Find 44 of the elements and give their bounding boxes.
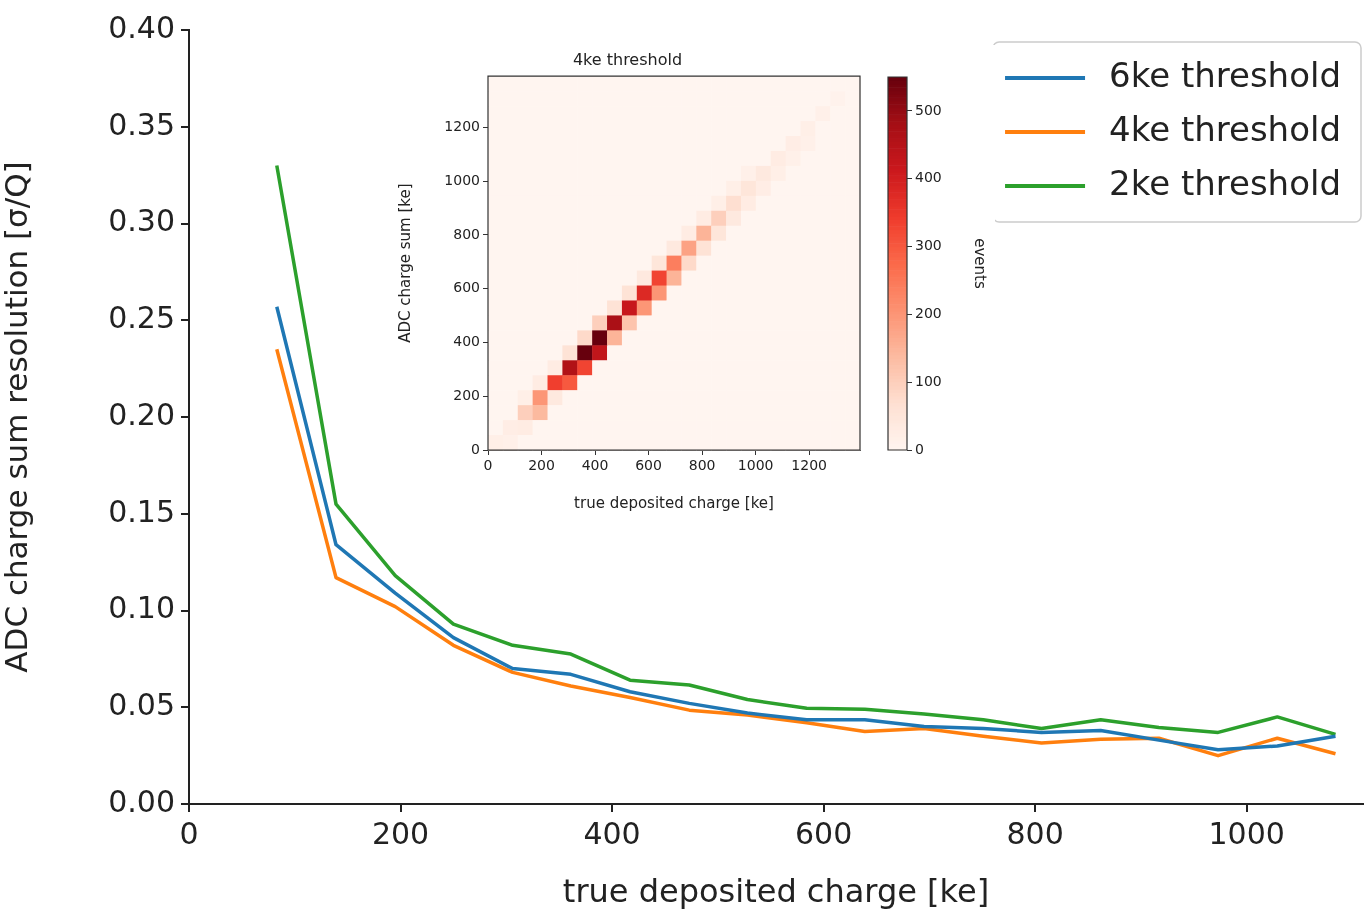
y-tick-label: 0.00 bbox=[108, 783, 175, 819]
x-tick-label: 400 bbox=[581, 457, 609, 474]
x-tick-label: 1200 bbox=[791, 457, 827, 474]
color-bar-label: 100 bbox=[915, 372, 942, 389]
x-axis-title: true deposited charge [ke] bbox=[574, 493, 774, 512]
x-tick-label: 800 bbox=[1006, 815, 1064, 851]
y-axis-title: ADC charge sum resolution [σ/Q] bbox=[0, 161, 34, 673]
x-tick-label: 800 bbox=[688, 457, 716, 474]
color-bar-label: 200 bbox=[915, 305, 942, 321]
y-tick-label: 0.20 bbox=[108, 396, 175, 432]
y-tick-label: 0.15 bbox=[108, 493, 175, 529]
color-bar-label: 300 bbox=[915, 237, 942, 254]
y-tick-label: 0.35 bbox=[108, 106, 175, 142]
x-tick-label: 600 bbox=[794, 815, 853, 851]
y-tick-label: 800 bbox=[453, 225, 480, 242]
y-tick-label: 200 bbox=[453, 386, 480, 403]
y-axis-title: ADC charge sum [ke] bbox=[395, 183, 414, 343]
color-bar-label: 0 bbox=[915, 440, 924, 457]
legend-label: 6ke threshold bbox=[1109, 54, 1342, 95]
y-tick-label: 1200 bbox=[444, 117, 480, 134]
color-bar-label: 500 bbox=[915, 101, 942, 118]
chart-title: 4ke threshold bbox=[572, 49, 683, 69]
y-tick-label: 0.40 bbox=[108, 9, 175, 45]
color-bar-label: 400 bbox=[915, 169, 942, 186]
y-tick-label: 600 bbox=[453, 279, 480, 296]
y-tick-label: 0.05 bbox=[108, 687, 175, 723]
color-bar-title: events bbox=[971, 238, 990, 289]
x-tick-label: 200 bbox=[528, 457, 555, 474]
y-tick-label: 0 bbox=[471, 440, 480, 457]
x-tick-label: 600 bbox=[635, 457, 662, 474]
x-axis-title: true deposited charge [ke] bbox=[562, 872, 990, 911]
y-tick-label: 0.25 bbox=[108, 300, 175, 336]
legend-label: 4ke threshold bbox=[1109, 108, 1342, 149]
y-tick-label: 0.10 bbox=[108, 590, 175, 626]
y-tick-label: 400 bbox=[453, 333, 480, 350]
x-tick-label: 0 bbox=[483, 457, 493, 474]
x-tick-label: 200 bbox=[371, 815, 430, 851]
x-tick-label: 0 bbox=[179, 815, 199, 851]
y-tick-label: 0.30 bbox=[108, 203, 175, 239]
x-tick-label: 400 bbox=[583, 815, 641, 851]
y-tick-label: 1000 bbox=[444, 171, 480, 188]
x-tick-label: 1000 bbox=[737, 457, 774, 474]
legend-label: 2ke threshold bbox=[1109, 162, 1342, 203]
x-tick-label: 1000 bbox=[1208, 815, 1285, 851]
